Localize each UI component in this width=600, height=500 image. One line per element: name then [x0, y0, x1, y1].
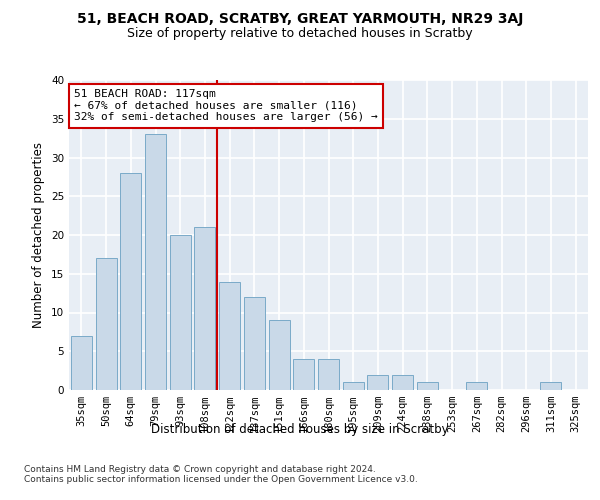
Bar [71, 336, 92, 390]
Bar [244, 297, 265, 390]
Bar [170, 235, 191, 390]
Text: 51, BEACH ROAD, SCRATBY, GREAT YARMOUTH, NR29 3AJ: 51, BEACH ROAD, SCRATBY, GREAT YARMOUTH,… [77, 12, 523, 26]
Y-axis label: Number of detached properties: Number of detached properties [32, 142, 46, 328]
Bar [392, 374, 413, 390]
Bar [95, 258, 116, 390]
Text: Distribution of detached houses by size in Scratby: Distribution of detached houses by size … [151, 422, 449, 436]
Bar [219, 282, 240, 390]
Bar [145, 134, 166, 390]
Text: 51 BEACH ROAD: 117sqm
← 67% of detached houses are smaller (116)
32% of semi-det: 51 BEACH ROAD: 117sqm ← 67% of detached … [74, 90, 378, 122]
Bar [194, 227, 215, 390]
Bar [120, 173, 141, 390]
Bar [367, 374, 388, 390]
Bar [293, 359, 314, 390]
Text: Contains HM Land Registry data © Crown copyright and database right 2024.
Contai: Contains HM Land Registry data © Crown c… [24, 465, 418, 484]
Bar [417, 382, 438, 390]
Bar [541, 382, 562, 390]
Bar [466, 382, 487, 390]
Text: Size of property relative to detached houses in Scratby: Size of property relative to detached ho… [127, 28, 473, 40]
Bar [269, 320, 290, 390]
Bar [343, 382, 364, 390]
Bar [318, 359, 339, 390]
